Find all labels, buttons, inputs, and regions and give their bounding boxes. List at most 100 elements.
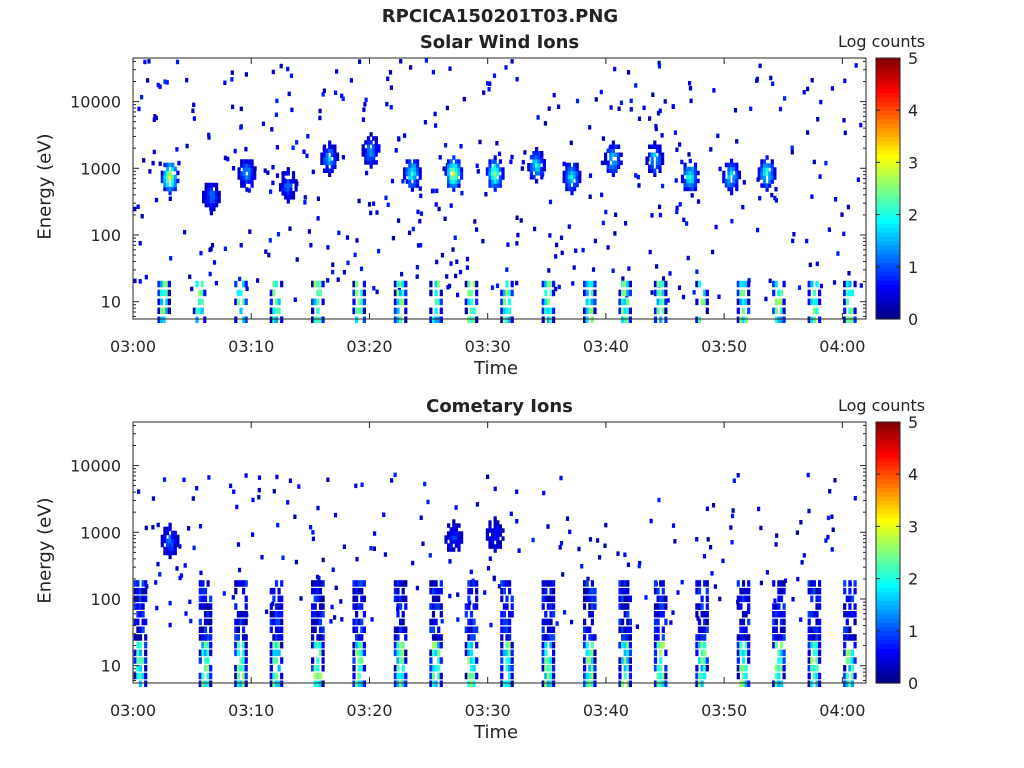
- heatmap-cell: [438, 155, 442, 160]
- heatmap-cell: [200, 298, 204, 306]
- heatmap-cell: [372, 152, 376, 157]
- heatmap-cell: [697, 626, 702, 633]
- heatmap-cell: [774, 618, 778, 626]
- heatmap-cell: [242, 171, 246, 176]
- heatmap-cell: [160, 538, 164, 544]
- heatmap-cell: [247, 163, 252, 168]
- heatmap-cell: [559, 540, 564, 546]
- heatmap-cell: [244, 634, 248, 641]
- heatmap-cell: [399, 580, 403, 587]
- heatmap-cell: [807, 580, 811, 587]
- heatmap-cell: [472, 307, 476, 315]
- heatmap-cell: [274, 316, 279, 323]
- heatmap-cell: [280, 641, 284, 649]
- heatmap-cell: [661, 289, 665, 297]
- heatmap-cell: [272, 307, 276, 315]
- heatmap-cell: [485, 171, 489, 176]
- heatmap-cell: [782, 672, 786, 680]
- heatmap-cell: [762, 183, 767, 188]
- heatmap-cell: [203, 316, 207, 323]
- heatmap-cell: [321, 595, 325, 603]
- heatmap-cell: [552, 92, 556, 98]
- heatmap-cell: [325, 152, 329, 157]
- heatmap-cell: [546, 307, 550, 315]
- heatmap-cell: [695, 634, 699, 641]
- colorbar-tick-label: 3: [908, 153, 918, 172]
- heatmap-cell: [242, 634, 246, 641]
- heatmap-cell: [207, 135, 211, 140]
- heatmap-cell: [658, 164, 662, 169]
- heatmap-cell: [661, 152, 665, 157]
- heatmap-cell: [452, 523, 456, 528]
- heatmap-cell: [242, 618, 246, 626]
- heatmap-cell: [541, 595, 545, 603]
- heatmap-cell: [352, 289, 356, 297]
- heatmap-cell: [429, 665, 433, 672]
- heatmap-cell: [311, 536, 315, 542]
- heatmap-cell: [469, 580, 474, 587]
- heatmap-cell: [724, 178, 728, 184]
- heatmap-cell: [272, 634, 276, 641]
- heatmap-cell: [452, 531, 456, 536]
- heatmap-cell: [234, 649, 238, 657]
- heatmap-cell: [777, 603, 781, 610]
- heatmap-cell: [546, 603, 550, 610]
- heatmap-cell: [165, 178, 170, 184]
- heatmap-cell: [469, 641, 474, 649]
- heatmap-cell: [779, 634, 784, 641]
- heatmap-cell: [843, 680, 847, 687]
- heatmap-cell: [588, 587, 592, 595]
- heatmap-cell: [588, 173, 593, 178]
- colorbar-segment: [876, 71, 900, 76]
- heatmap-cell: [819, 283, 823, 289]
- heatmap-cell: [747, 289, 751, 297]
- heatmap-cell: [650, 160, 654, 165]
- colorbar-segment: [876, 626, 900, 632]
- heatmap-cell: [567, 162, 571, 168]
- heatmap-cell: [138, 626, 143, 633]
- heatmap-cell: [454, 179, 458, 184]
- heatmap-cell: [656, 672, 660, 680]
- heatmap-cell: [274, 626, 279, 633]
- heatmap-cell: [774, 611, 778, 618]
- heatmap-cell: [588, 665, 592, 672]
- heatmap-cell: [437, 595, 441, 603]
- heatmap-cell: [269, 603, 273, 610]
- heatmap-cell: [138, 657, 143, 664]
- heatmap-cell: [140, 94, 144, 100]
- heatmap-cell: [418, 167, 422, 172]
- heatmap-cell: [244, 473, 248, 478]
- heatmap-cell: [593, 238, 597, 244]
- x-tick-label: 03:30: [465, 701, 511, 720]
- heatmap-cell: [245, 286, 249, 291]
- heatmap-cell: [183, 229, 187, 235]
- y-tick-label: 1000: [80, 523, 121, 542]
- heatmap-cell: [488, 183, 492, 188]
- heatmap-cell: [762, 163, 767, 168]
- heatmap-cell: [653, 618, 658, 626]
- heatmap-cell: [401, 657, 405, 664]
- heatmap-cell: [413, 183, 417, 188]
- heatmap-cell: [318, 280, 323, 288]
- heatmap-cell: [297, 484, 301, 489]
- heatmap-cell: [760, 167, 764, 172]
- heatmap-cell: [774, 198, 778, 203]
- heatmap-cell: [209, 641, 213, 649]
- heatmap-cell: [848, 595, 852, 603]
- heatmap-cell: [739, 298, 743, 306]
- heatmap-cell: [515, 215, 519, 220]
- heatmap-cell: [700, 298, 704, 306]
- heatmap-cell: [434, 123, 438, 128]
- heatmap-cell: [850, 657, 855, 664]
- heatmap-cell: [661, 634, 665, 641]
- heatmap-cell: [198, 524, 203, 529]
- heatmap-cell: [510, 641, 514, 649]
- heatmap-cell: [449, 203, 453, 208]
- heatmap-cell: [510, 680, 514, 687]
- heatmap-cell: [593, 280, 597, 288]
- heatmap-cell: [628, 307, 632, 315]
- heatmap-cell: [355, 626, 359, 633]
- heatmap-cell: [747, 280, 751, 288]
- heatmap-cell: [280, 626, 284, 633]
- heatmap-cell: [575, 162, 579, 168]
